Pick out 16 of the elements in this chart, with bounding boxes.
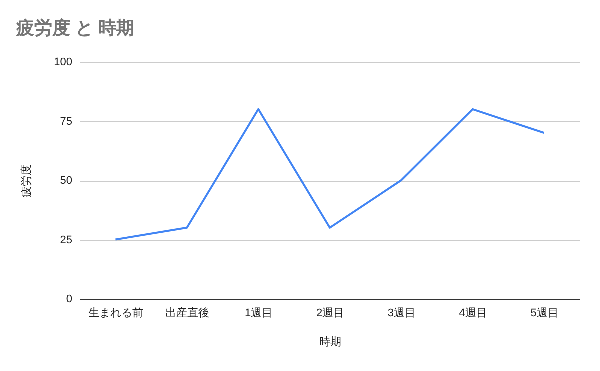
x-tick-label: 5週目 xyxy=(530,308,559,320)
x-tick-label: 3週目 xyxy=(388,308,416,320)
y-axis-title: 疲労度 xyxy=(20,164,34,198)
x-tick-label: 生まれる前 xyxy=(88,306,144,320)
x-tick-label: 1週目 xyxy=(245,308,274,320)
y-tick-label: 50 xyxy=(60,175,72,187)
x-axis-title: 時期 xyxy=(320,336,342,348)
y-tick-label: 100 xyxy=(54,56,72,68)
y-tick-label: 25 xyxy=(60,234,72,246)
line-series xyxy=(114,108,546,241)
x-tick-label: 2週目 xyxy=(316,308,345,320)
chart-title: 疲労度 と 時期 xyxy=(16,18,135,38)
y-tick-label: 75 xyxy=(60,116,72,128)
x-tick-label: 4週目 xyxy=(459,308,488,320)
x-tick-label: 出産直後 xyxy=(166,306,210,320)
y-tick-label: 0 xyxy=(66,294,72,306)
